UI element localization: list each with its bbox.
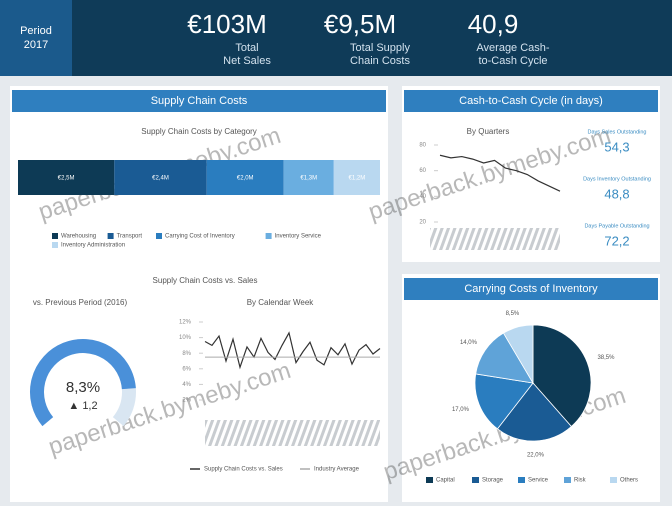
value-label: €2,0M xyxy=(237,176,254,182)
legend-swatch xyxy=(265,233,272,239)
legend-label: Warehousing xyxy=(61,234,96,240)
y-tick-label: 60 xyxy=(419,168,426,174)
legend-swatch xyxy=(107,233,114,239)
chart-title: By Quarters xyxy=(467,127,510,136)
chart-title: By Calendar Week xyxy=(247,298,315,307)
y-tick-label: 2% xyxy=(182,398,191,404)
legend-swatch xyxy=(518,477,525,483)
bar-segment xyxy=(114,160,207,195)
hatch-band xyxy=(205,420,380,446)
period-year: 2017 xyxy=(24,39,48,51)
panel-header xyxy=(12,90,386,112)
side-kpi-label: Days Sales Outstanding xyxy=(587,129,646,135)
legend-label: Industry Average xyxy=(314,467,360,473)
value-label: €2,5M xyxy=(58,176,75,182)
value-label: €1,2M xyxy=(349,176,366,182)
hatch-band xyxy=(430,228,560,250)
legend-label: Inventory Administration xyxy=(61,243,125,249)
gauge-value: 8,3% xyxy=(66,379,100,396)
legend-swatch xyxy=(472,477,479,483)
legend-swatch xyxy=(610,477,617,483)
period-label: Period xyxy=(20,25,52,37)
header-bar xyxy=(0,0,672,76)
bar-segment xyxy=(18,160,115,195)
value-label: 38,5% xyxy=(597,355,615,361)
gauge-arc xyxy=(30,339,136,427)
period-box xyxy=(0,0,72,76)
line-series xyxy=(439,154,561,192)
legend-label: Capital xyxy=(436,478,455,484)
panel-title: Cash-to-Cash Cycle (in days) xyxy=(459,95,603,107)
y-tick-label: 40 xyxy=(419,194,426,200)
legend-label: Others xyxy=(620,478,638,484)
y-tick-label: 12% xyxy=(179,320,192,326)
legend-swatch xyxy=(564,477,571,483)
side-kpi-value: 54,3 xyxy=(604,139,629,154)
legend-swatch xyxy=(52,242,58,248)
legend-label: Storage xyxy=(482,478,504,484)
y-tick-label: 6% xyxy=(182,366,191,372)
pie-slice xyxy=(502,324,534,385)
bar-segment xyxy=(283,160,334,195)
bar-segment xyxy=(333,160,380,195)
legend-label: Service xyxy=(528,478,549,484)
side-kpi-label: Days Inventory Outstanding xyxy=(583,176,651,182)
line-series xyxy=(204,331,381,370)
value-label: 22,0% xyxy=(527,453,545,459)
legend-label: Transport xyxy=(117,234,143,240)
kpi-label: Total Supply xyxy=(350,42,410,54)
value-label: €2,4M xyxy=(152,176,169,182)
y-tick-label: 80 xyxy=(419,143,426,149)
chart-title: Supply Chain Costs by Category xyxy=(141,127,257,136)
section-title: Supply Chain Costs vs. Sales xyxy=(153,276,258,285)
y-tick-label: 8% xyxy=(182,351,191,357)
gauge-delta: ▲ 1,2 xyxy=(68,400,97,412)
bar-segment xyxy=(206,160,284,195)
panel-header xyxy=(404,90,658,112)
side-kpi-value: 48,8 xyxy=(604,186,629,201)
value-label: 8,5% xyxy=(506,311,520,317)
panel-title: Carrying Costs of Inventory xyxy=(464,283,598,295)
legend-label: Carrying Cost of Inventory xyxy=(165,234,235,240)
legend-swatch xyxy=(156,233,162,239)
kpi-value: 40,9 xyxy=(468,9,519,39)
pie-slice xyxy=(532,324,592,428)
kpi-label: Average Cash- xyxy=(476,42,550,54)
kpi-label: Total xyxy=(235,42,258,54)
side-kpi-label: Days Payable Outstanding xyxy=(584,223,649,229)
pie-slice xyxy=(474,373,534,430)
panel-title: Supply Chain Costs xyxy=(151,95,248,107)
kpi-label: to-Cash Cycle xyxy=(478,55,547,67)
pie-slice xyxy=(496,382,572,442)
kpi-value: €9,5M xyxy=(324,9,396,39)
legend-label: Inventory Service xyxy=(275,234,322,240)
panel-header xyxy=(404,278,658,300)
value-label: 17,0% xyxy=(452,407,470,413)
legend-label: Supply Chain Costs vs. Sales xyxy=(204,467,283,473)
y-tick-label: 4% xyxy=(182,382,191,388)
kpi-value: €103M xyxy=(187,9,267,39)
side-kpi-value: 72,2 xyxy=(604,233,629,248)
legend-swatch xyxy=(52,233,58,239)
kpi-label: Net Sales xyxy=(223,55,271,67)
value-label: €1,3M xyxy=(300,176,317,182)
value-label: 14,0% xyxy=(460,340,478,346)
pie-slice xyxy=(475,332,534,384)
y-tick-label: 10% xyxy=(179,335,192,341)
legend-swatch xyxy=(426,477,433,483)
chart-title: vs. Previous Period (2016) xyxy=(33,298,128,307)
kpi-label: Chain Costs xyxy=(350,55,410,67)
y-tick-label: 20 xyxy=(419,220,426,226)
legend-label: Risk xyxy=(574,478,587,484)
